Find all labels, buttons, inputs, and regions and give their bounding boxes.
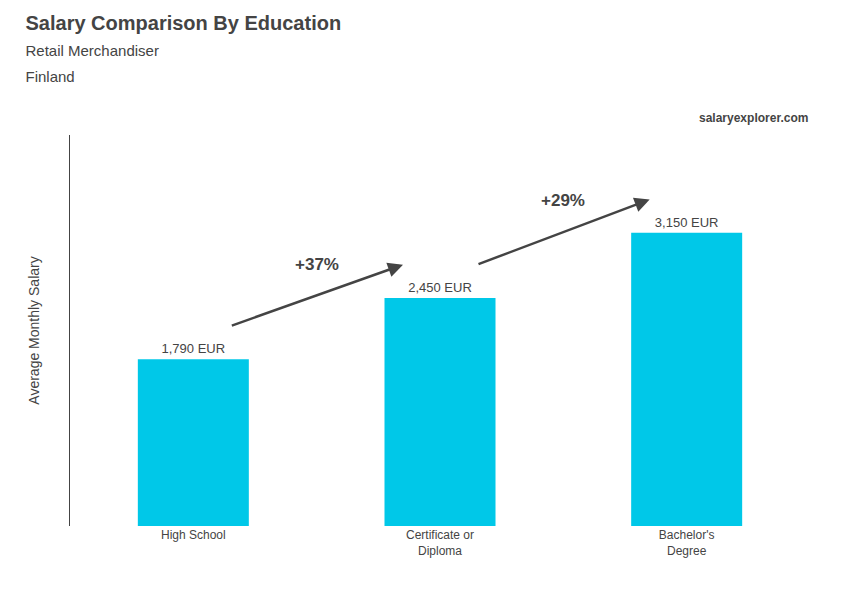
svg-text:High School: High School xyxy=(161,528,226,542)
svg-text:+37%: +37% xyxy=(295,255,339,274)
svg-text:Salary Comparison By Education: Salary Comparison By EducationRetail Mer… xyxy=(26,12,342,85)
svg-text:+29%: +29% xyxy=(541,191,585,210)
svg-text:3,150 EUR: 3,150 EUR xyxy=(655,215,719,230)
svg-text:Certificate orDiploma: Certificate orDiploma xyxy=(406,528,474,558)
svg-text:Bachelor'sDegree: Bachelor'sDegree xyxy=(659,528,715,558)
svg-text:2,450 EUR: 2,450 EUR xyxy=(408,280,472,295)
svg-text:Average Monthly Salary: Average Monthly Salary xyxy=(26,256,42,404)
svg-text:1,790 EUR: 1,790 EUR xyxy=(162,341,226,356)
svg-text:salaryexplorer.com: salaryexplorer.com xyxy=(699,111,808,125)
